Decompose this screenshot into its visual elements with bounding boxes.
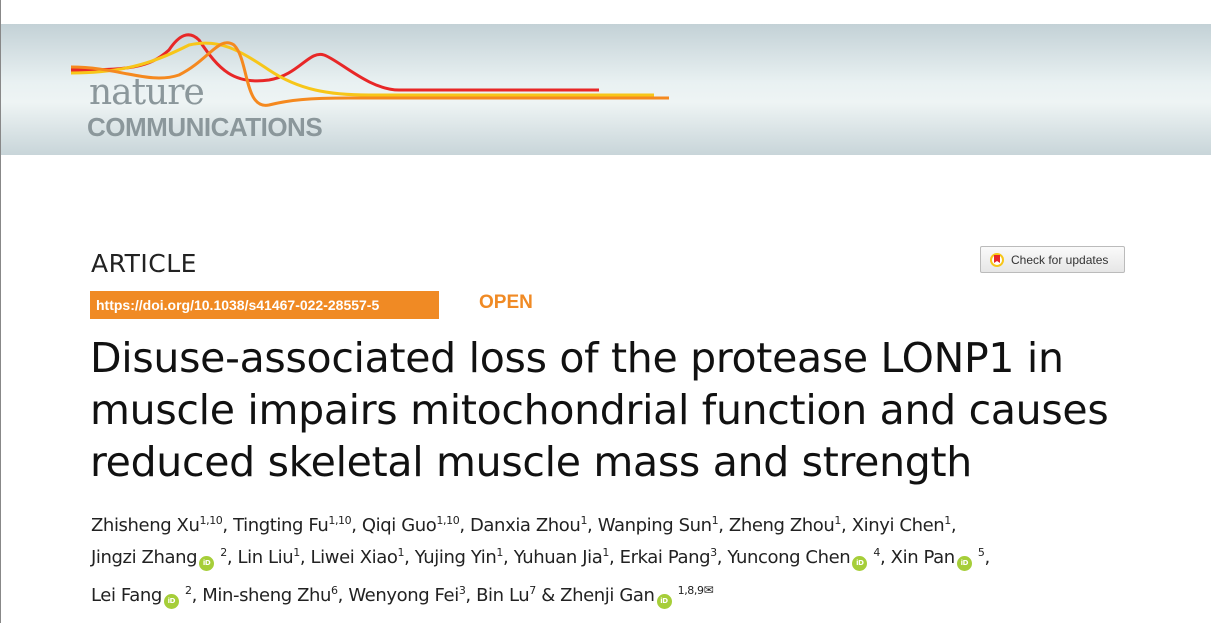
affiliation-superscript: 1,10 [328, 514, 352, 527]
author-separator: , [222, 515, 234, 536]
author-name[interactable]: Yujing Yin [414, 547, 497, 568]
affiliation-superscript: 1 [580, 514, 588, 527]
affiliation-superscript: 1 [711, 514, 719, 527]
title-line: reduced skeletal muscle mass and strengt… [90, 438, 972, 486]
article-title: Disuse-associated loss of the protease L… [90, 332, 1190, 488]
author-separator: , [718, 515, 729, 536]
check-for-updates-label: Check for updates [1011, 252, 1109, 267]
title-line: muscle impairs mitochondrial function an… [90, 386, 1109, 434]
author-separator: , [465, 585, 477, 606]
author-list: Zhisheng Xu1,10, Tingting Fu1,10, Qiqi G… [91, 510, 990, 612]
author-line: Lei Fang iD 2, Min-sheng Zhu6, Wenyong Fe… [91, 574, 990, 612]
author-name[interactable]: Zheng Zhou [728, 515, 835, 536]
orcid-icon[interactable]: iD [163, 594, 179, 609]
affiliation-superscript: 6 [331, 584, 338, 597]
author-separator: , [226, 547, 238, 568]
check-for-updates-button[interactable]: Check for updates [980, 246, 1125, 273]
open-access-label: OPEN [479, 292, 533, 313]
author-name[interactable]: Jingzi Zhang [91, 547, 198, 568]
affiliation-superscript: 3 [710, 546, 717, 559]
affiliation-superscript: 1 [602, 546, 609, 559]
doi-link[interactable]: https://doi.org/10.1038/s41467-022-28557… [90, 291, 439, 319]
author-name[interactable]: Lei Fang [91, 585, 162, 606]
author-name[interactable]: Yuhuan Jia [513, 547, 603, 568]
author-line: Jingzi Zhang iD 2, Lin Liu1, Liwei Xiao1,… [91, 542, 990, 574]
author-separator: , [587, 515, 598, 536]
author-name[interactable]: Tingting Fu [233, 515, 329, 536]
affiliation-superscript: 2 [217, 546, 227, 559]
author-separator: , [841, 515, 852, 536]
author-separator: , [299, 547, 311, 568]
affiliation-superscript: 1,8,9 [674, 584, 704, 597]
author-name[interactable]: Wanping Sun [597, 515, 712, 536]
affiliation-superscript: 3 [458, 584, 466, 597]
author-name[interactable]: Bin Lu [476, 585, 530, 606]
affiliation-superscript: 4 [870, 546, 880, 559]
affiliation-superscript: 1 [496, 546, 504, 559]
author-name[interactable]: Yuncong Chen [727, 547, 851, 568]
author-name[interactable]: Zhenji Gan [560, 585, 655, 606]
journal-logo-waves-icon [70, 33, 669, 107]
affiliation-superscript: 1 [397, 546, 405, 559]
author-name[interactable]: Danxia Zhou [469, 515, 581, 536]
author-name[interactable]: Zhisheng Xu [91, 515, 200, 536]
author-name[interactable]: Liwei Xiao [310, 547, 398, 568]
author-separator: , [191, 585, 203, 606]
author-separator: , [984, 547, 991, 568]
orcid-icon[interactable]: iD [199, 556, 215, 571]
author-separator: , [950, 515, 957, 536]
author-separator: , [337, 585, 349, 606]
affiliation-superscript: 5 [974, 546, 985, 559]
author-name[interactable]: Qiqi Guo [361, 515, 437, 536]
author-name[interactable]: Wenyong Fei [348, 585, 459, 606]
affiliation-superscript: 1,10 [436, 514, 460, 527]
title-line: Disuse-associated loss of the protease L… [90, 334, 1064, 382]
author-separator: & [535, 585, 561, 606]
author-separator: , [459, 515, 470, 536]
orcid-icon[interactable]: iD [956, 556, 972, 571]
author-separator: , [503, 547, 514, 568]
author-separator: , [351, 515, 362, 536]
orcid-icon[interactable]: iD [656, 594, 672, 609]
affiliation-superscript: 7 [529, 584, 536, 597]
author-separator: , [716, 547, 728, 568]
affiliation-superscript: 1,10 [199, 514, 223, 527]
crossmark-icon [990, 252, 1004, 267]
journal-banner: nature COMMUNICATIONS [1, 24, 1211, 155]
article-type: ARTICLE [91, 249, 197, 278]
email-icon[interactable]: ✉ [703, 583, 714, 597]
affiliation-superscript: 1 [834, 514, 842, 527]
author-name[interactable]: Lin Liu [237, 547, 294, 568]
author-line: Zhisheng Xu1,10, Tingting Fu1,10, Qiqi G… [91, 510, 990, 542]
author-separator: , [880, 547, 891, 568]
author-name[interactable]: Xin Pan [890, 547, 956, 568]
journal-logo-nature: nature [89, 72, 205, 113]
author-name[interactable]: Erkai Pang [619, 547, 711, 568]
journal-logo-communications: COMMUNICATIONS [87, 112, 323, 142]
author-separator: , [608, 547, 620, 568]
affiliation-superscript: 2 [181, 584, 192, 597]
author-name[interactable]: Xinyi Chen [851, 515, 945, 536]
affiliation-superscript: 1 [293, 546, 300, 559]
affiliation-superscript: 1 [944, 514, 951, 527]
orcid-icon[interactable]: iD [852, 556, 868, 571]
author-separator: , [404, 547, 415, 568]
author-name[interactable]: Min-sheng Zhu [202, 585, 332, 606]
